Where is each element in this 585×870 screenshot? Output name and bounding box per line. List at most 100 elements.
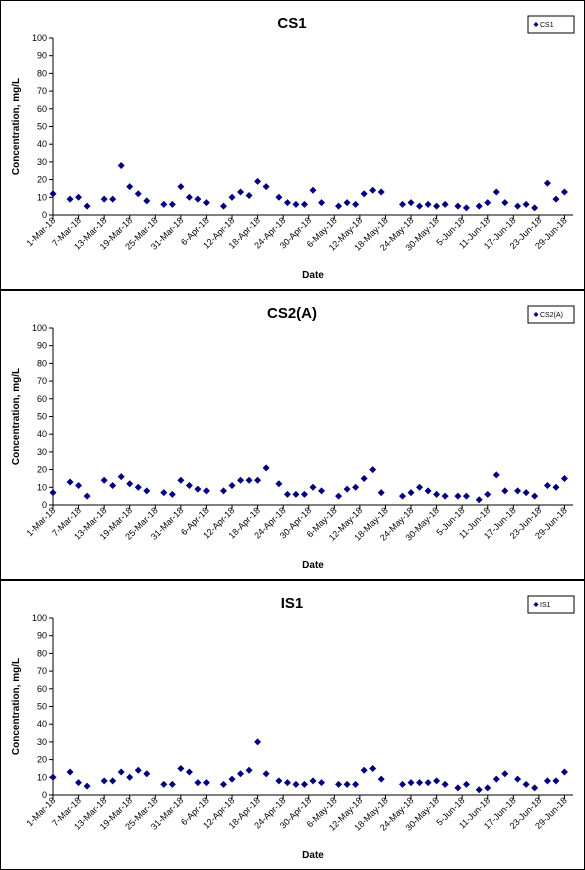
data-point-cs1 xyxy=(399,200,407,208)
y-tick-label: 20 xyxy=(37,465,47,475)
y-tick-label: 20 xyxy=(37,755,47,765)
chart-panel-cs2a: CS2(A) 0 10 20 30 40 50 60 70 80 90 100 1-Mar-18 7-Ma… xyxy=(0,290,585,580)
legend-label: CS1 xyxy=(540,22,554,29)
data-point-is1 xyxy=(126,773,134,781)
legend-label: IS1 xyxy=(540,602,551,609)
data-point-cs2-a xyxy=(194,485,202,493)
data-point-is1 xyxy=(407,779,415,787)
data-point-cs2-a xyxy=(300,490,308,498)
data-point-is1 xyxy=(275,777,283,785)
data-point-cs2-a xyxy=(552,483,560,491)
y-tick-label: 60 xyxy=(37,684,47,694)
legend-marker xyxy=(533,312,539,317)
y-tick-label: 10 xyxy=(37,772,47,782)
data-point-is1 xyxy=(283,779,291,787)
y-tick-label: 30 xyxy=(37,737,47,747)
data-point-cs2-a xyxy=(117,473,125,481)
y-tick-label: 70 xyxy=(37,86,47,96)
data-point-cs1 xyxy=(202,199,210,207)
data-point-cs2-a xyxy=(399,492,407,500)
data-point-is1 xyxy=(433,777,441,785)
data-point-cs1 xyxy=(335,202,343,210)
data-point-is1 xyxy=(292,780,300,788)
data-point-is1 xyxy=(552,777,560,785)
data-point-cs1 xyxy=(134,190,142,198)
data-point-cs1 xyxy=(318,199,326,207)
y-tick-label: 30 xyxy=(37,447,47,457)
data-point-cs2-a xyxy=(309,483,317,491)
y-tick-label: 40 xyxy=(37,429,47,439)
data-point-cs2-a xyxy=(283,490,291,498)
data-point-is1 xyxy=(83,782,91,790)
data-point-cs2-a xyxy=(454,492,462,500)
data-point-cs2-a xyxy=(531,492,539,500)
data-point-cs1 xyxy=(160,200,168,208)
data-point-cs2-a xyxy=(228,482,236,490)
data-point-cs1 xyxy=(543,179,551,187)
legend-marker xyxy=(533,22,539,27)
data-point-cs1 xyxy=(292,200,300,208)
data-point-is1 xyxy=(134,766,142,774)
data-point-cs1 xyxy=(75,193,83,201)
data-point-cs1 xyxy=(109,195,117,203)
data-point-is1 xyxy=(228,775,236,783)
chart-cs2a: CS2(A)01020304050607080901001-Mar-187-Ma… xyxy=(11,305,575,571)
data-point-cs2-a xyxy=(318,487,326,495)
y-axis-label: Concentration, mg/L xyxy=(11,658,22,755)
data-point-is1 xyxy=(475,786,483,794)
data-point-cs1 xyxy=(484,199,492,207)
y-tick-label: 80 xyxy=(37,68,47,78)
data-point-cs2-a xyxy=(100,476,108,484)
data-point-cs2-a xyxy=(377,489,385,497)
legend-marker xyxy=(533,602,539,607)
data-point-cs1 xyxy=(300,200,308,208)
data-point-cs2-a xyxy=(66,478,74,486)
data-point-is1 xyxy=(335,780,343,788)
data-point-cs1 xyxy=(454,202,462,210)
data-point-cs2-a xyxy=(254,476,262,484)
data-point-cs2-a xyxy=(501,487,509,495)
legend-label: CS2(A) xyxy=(540,312,563,319)
y-tick-label: 60 xyxy=(37,394,47,404)
y-tick-label: 10 xyxy=(37,482,47,492)
data-point-is1 xyxy=(245,766,253,774)
data-point-cs1 xyxy=(126,183,134,191)
y-tick-label: 70 xyxy=(37,666,47,676)
data-point-is1 xyxy=(369,764,377,772)
data-point-cs1 xyxy=(416,202,424,210)
data-point-cs1 xyxy=(49,190,57,198)
data-point-is1 xyxy=(300,780,308,788)
data-point-is1 xyxy=(254,738,262,746)
chart-title: CS2(A) xyxy=(267,305,317,322)
data-point-is1 xyxy=(462,780,470,788)
chart-is1: IS101020304050607080901001-Mar-187-Mar-1… xyxy=(11,595,575,861)
y-tick-label: 0 xyxy=(42,500,47,510)
data-point-cs2-a xyxy=(262,464,270,472)
data-point-cs1 xyxy=(377,188,385,196)
y-tick-label: 50 xyxy=(37,412,47,422)
y-axis-label: Concentration, mg/L xyxy=(11,78,22,175)
data-point-cs2-a xyxy=(109,482,117,490)
data-point-cs2-a xyxy=(292,490,300,498)
data-point-cs2-a xyxy=(237,476,245,484)
data-point-is1 xyxy=(262,770,270,778)
data-point-cs2-a xyxy=(343,485,351,493)
data-point-cs2-a xyxy=(202,487,210,495)
data-point-cs1 xyxy=(219,202,227,210)
data-point-cs2-a xyxy=(160,489,168,497)
data-point-cs2-a xyxy=(83,492,91,500)
data-point-is1 xyxy=(352,780,360,788)
data-point-cs1 xyxy=(66,195,74,203)
y-tick-label: 90 xyxy=(37,341,47,351)
data-point-is1 xyxy=(484,784,492,792)
data-point-is1 xyxy=(177,764,185,772)
legend-box xyxy=(527,305,575,324)
data-point-cs1 xyxy=(117,161,125,169)
data-point-cs1 xyxy=(441,200,449,208)
x-axis-label: Date xyxy=(302,270,324,281)
y-tick-label: 40 xyxy=(37,139,47,149)
data-point-is1 xyxy=(560,768,568,776)
data-point-is1 xyxy=(237,770,245,778)
data-point-is1 xyxy=(318,779,326,787)
